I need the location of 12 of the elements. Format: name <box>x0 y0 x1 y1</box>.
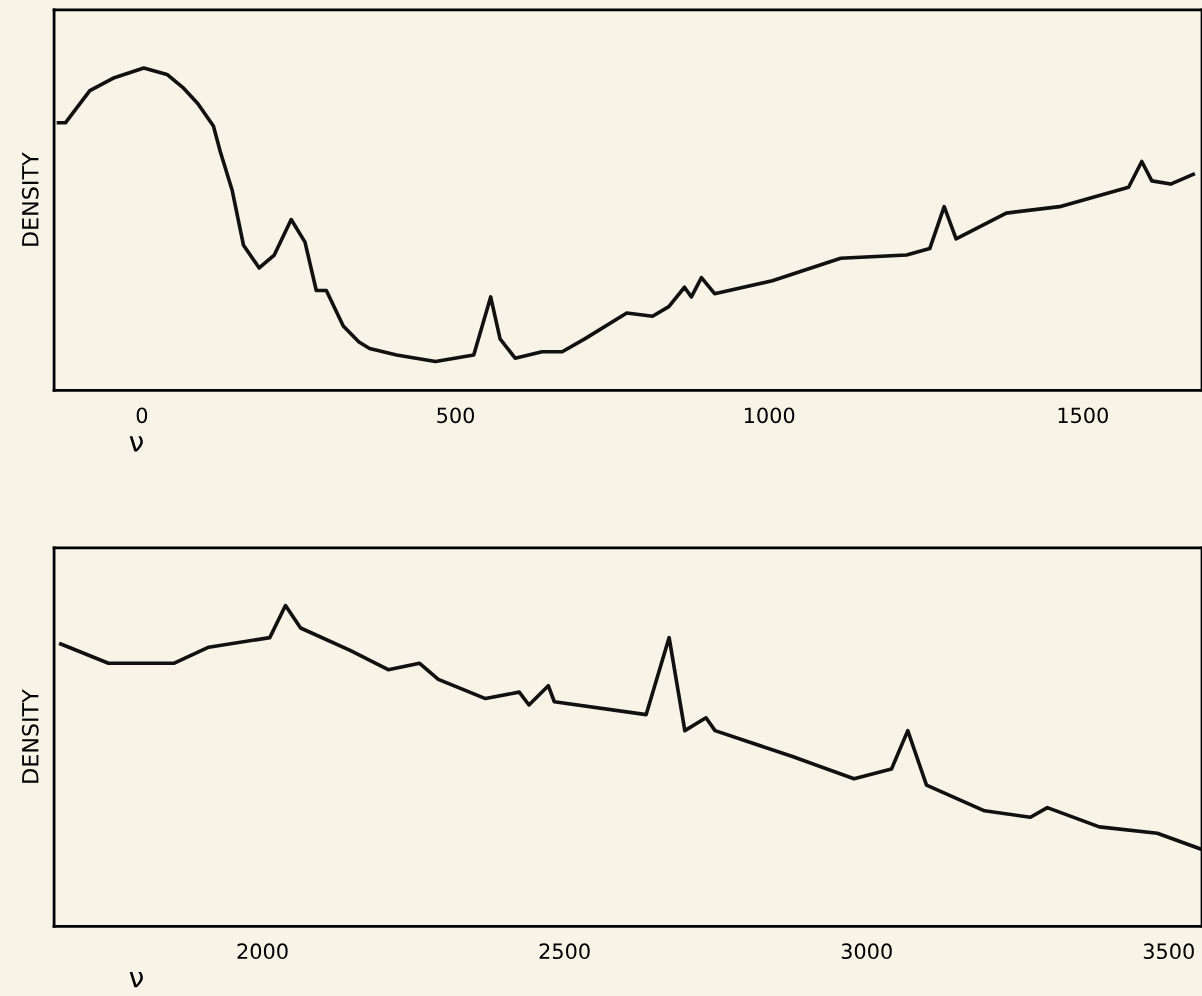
x-tick-label: 2500 <box>539 943 590 960</box>
x-tick-label: 1000 <box>744 407 795 424</box>
x-tick-label: 2000 <box>237 943 288 960</box>
y-axis-title: DENSITY <box>21 689 39 783</box>
x-tick-label: 500 <box>437 407 475 424</box>
x-tick-label: 0 <box>136 407 148 424</box>
y-axis-title: DENSITY <box>21 152 39 246</box>
x-tick-label: 3500 <box>1143 943 1194 960</box>
x-tick-label: 1500 <box>1058 407 1108 424</box>
x-axis-title: ν <box>129 436 143 452</box>
x-tick-label: 3000 <box>841 943 892 960</box>
x-axis-title: ν <box>129 971 143 988</box>
